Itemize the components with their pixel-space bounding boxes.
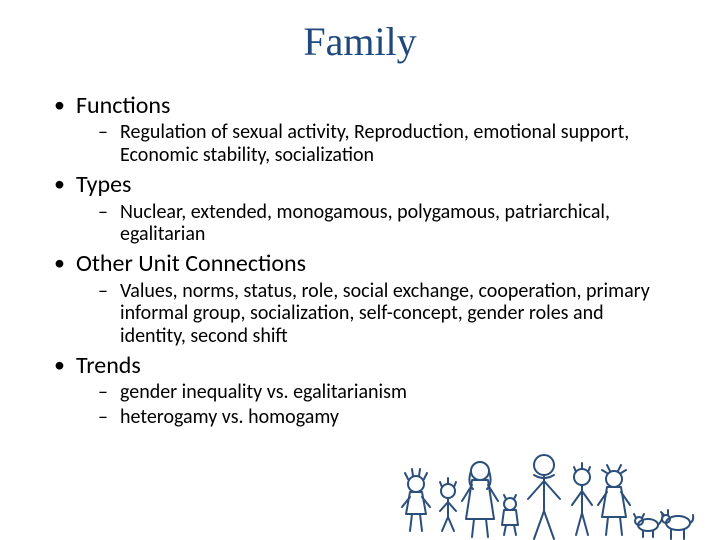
- bullet-types: Types Nuclear, extended, monogamous, pol…: [48, 172, 672, 245]
- slide: Family Functions Regulation of sexual ac…: [0, 18, 720, 540]
- slide-title: Family: [0, 18, 720, 65]
- bullet-other-connections: Other Unit Connections Values, norms, st…: [48, 251, 672, 347]
- family-illustration-icon: [396, 449, 696, 540]
- sub-item: Values, norms, status, role, social exch…: [76, 280, 672, 347]
- sub-item: Nuclear, extended, monogamous, polygamou…: [76, 201, 672, 246]
- sub-list: gender inequality vs. egalitarianism het…: [76, 381, 672, 428]
- bullet-label: Functions: [76, 91, 170, 120]
- bullet-trends: Trends gender inequality vs. egalitarian…: [48, 353, 672, 428]
- slide-body: Functions Regulation of sexual activity,…: [0, 93, 720, 428]
- bullet-list: Functions Regulation of sexual activity,…: [48, 93, 672, 428]
- sub-item: Regulation of sexual activity, Reproduct…: [76, 121, 672, 166]
- sub-list: Values, norms, status, role, social exch…: [76, 280, 672, 347]
- bullet-label: Other Unit Connections: [76, 249, 306, 278]
- bullet-label: Types: [76, 170, 131, 199]
- sub-list: Nuclear, extended, monogamous, polygamou…: [76, 201, 672, 246]
- sub-item: gender inequality vs. egalitarianism: [76, 381, 672, 403]
- bullet-functions: Functions Regulation of sexual activity,…: [48, 93, 672, 166]
- sub-item: heterogamy vs. homogamy: [76, 406, 672, 428]
- bullet-label: Trends: [76, 351, 141, 380]
- sub-list: Regulation of sexual activity, Reproduct…: [76, 121, 672, 166]
